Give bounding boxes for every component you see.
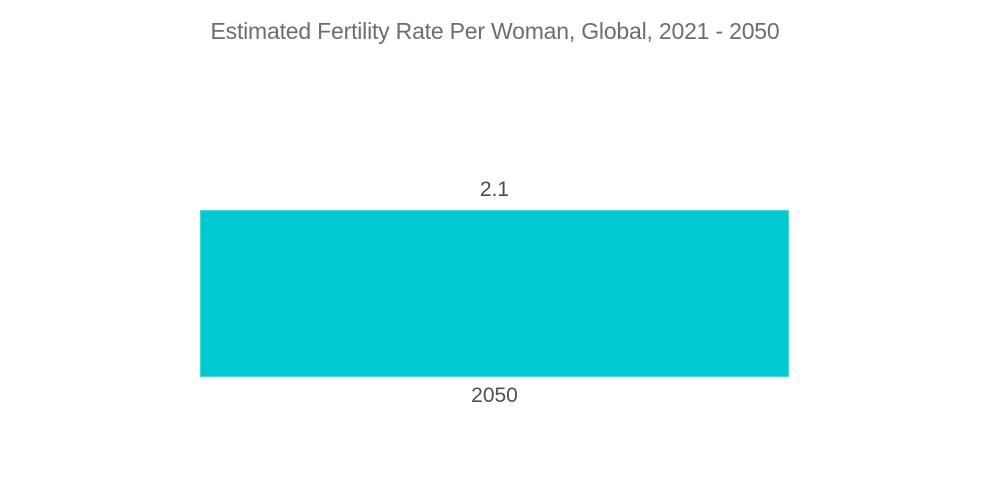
x-axis-label-2050: 2050 <box>471 384 518 407</box>
bar-value-label: 2.1 <box>479 178 510 201</box>
plot-area: 2.1 <box>200 117 789 377</box>
bar-2050[interactable] <box>200 210 789 377</box>
chart-title: Estimated Fertility Rate Per Woman, Glob… <box>210 18 780 44</box>
